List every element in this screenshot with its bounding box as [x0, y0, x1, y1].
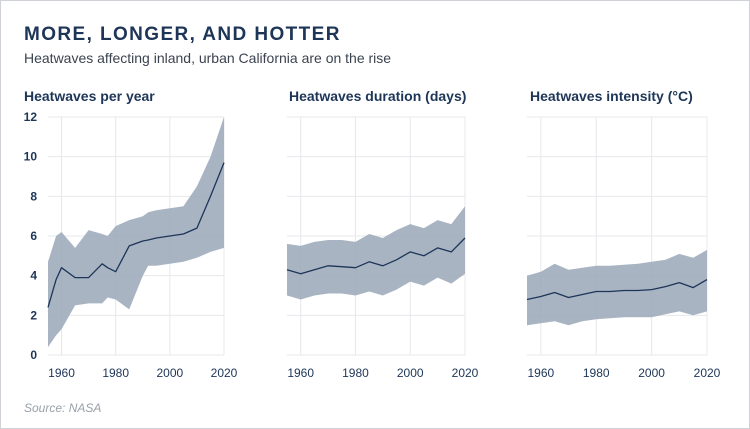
band-intensity [527, 249, 707, 326]
chart-title: MORE, LONGER, AND HOTTER [24, 24, 341, 45]
chart-subtitle: Heatwaves affecting inland, urban Califo… [24, 50, 392, 66]
x-tick-label-intensity-2: 2000 [638, 366, 665, 380]
x-tick-label-duration-3: 2020 [452, 366, 479, 380]
x-tick-label-per-year-1: 1980 [102, 366, 129, 380]
x-tick-label-duration-0: 1960 [287, 366, 314, 380]
band-duration [287, 206, 465, 300]
y-tick-label-per-year-0: 0 [30, 348, 37, 362]
x-tick-label-duration-1: 1980 [342, 366, 369, 380]
y-tick-label-per-year-4: 8 [30, 189, 37, 203]
mean-line-per-year [47, 162, 225, 308]
x-tick-label-per-year-0: 1960 [48, 366, 75, 380]
band-per-year [48, 117, 224, 348]
mean-line-intensity [526, 279, 708, 301]
x-tick-label-intensity-3: 2020 [694, 366, 721, 380]
y-tick-label-per-year-6: 12 [24, 110, 38, 124]
mean-line-duration [286, 237, 466, 275]
x-tick-label-duration-2: 2000 [397, 366, 424, 380]
y-tick-label-per-year-1: 2 [30, 308, 37, 322]
panel-title-per-year: Heatwaves per year [24, 88, 155, 104]
y-tick-label-per-year-3: 6 [30, 229, 37, 243]
x-tick-label-per-year-3: 2020 [211, 366, 238, 380]
panel-title-intensity: Heatwaves intensity (°C) [530, 88, 693, 104]
y-tick-label-per-year-2: 4 [30, 269, 37, 283]
y-tick-label-per-year-5: 10 [24, 150, 38, 164]
source-note: Source: NASA [24, 401, 102, 415]
x-tick-label-per-year-2: 2000 [156, 366, 183, 380]
x-tick-label-intensity-0: 1960 [527, 366, 554, 380]
panel-title-duration: Heatwaves duration (days) [289, 88, 467, 104]
x-tick-label-intensity-1: 1980 [583, 366, 610, 380]
